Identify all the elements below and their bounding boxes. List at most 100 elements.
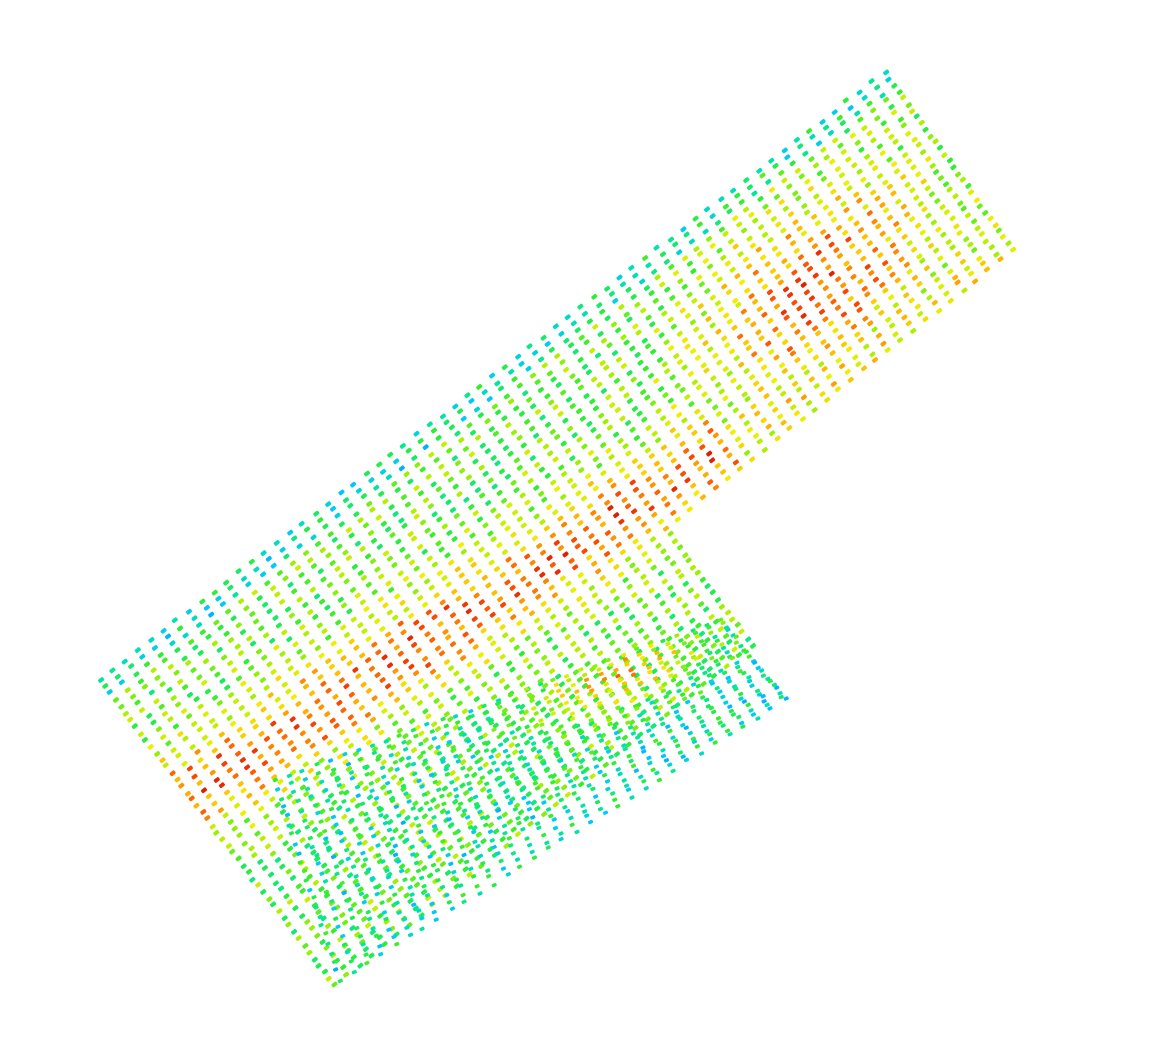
point [296,543,303,550]
point [629,698,635,704]
point [867,320,874,327]
point [480,786,487,793]
point [533,711,539,716]
point [304,786,311,792]
point [638,680,644,686]
point [911,274,919,281]
point [285,921,292,928]
point [338,572,345,579]
point [430,772,438,778]
point [570,320,577,327]
point [376,805,382,811]
point [982,238,989,245]
point [201,734,209,741]
point [599,360,606,366]
point [866,240,874,247]
point [786,346,794,352]
point [457,542,465,548]
point [488,663,495,670]
point [395,538,402,545]
point [249,611,256,617]
point [240,863,247,870]
point [661,361,668,368]
point [384,683,392,690]
point [373,884,379,890]
point [160,627,167,634]
point [466,661,473,668]
point [476,728,482,733]
point [443,659,451,665]
point [590,786,596,792]
point [327,531,334,538]
point [400,680,407,687]
point [612,797,618,802]
point [693,460,700,467]
point [377,806,385,813]
point [365,687,373,694]
point [597,331,604,337]
point [565,580,572,587]
point [418,741,424,747]
point [384,631,392,638]
point [484,781,490,786]
point [517,755,524,761]
point [456,648,463,655]
point [540,600,547,607]
point [330,854,337,860]
point [362,857,369,862]
point [650,767,656,773]
point [789,240,797,247]
point [717,720,723,725]
point [594,799,601,805]
point [496,542,503,549]
point [708,457,716,464]
point [688,691,695,698]
point [429,901,435,907]
point [472,510,479,517]
point [498,742,504,747]
point [607,505,614,511]
point [393,856,401,863]
point [386,827,393,833]
point [329,560,336,566]
point [838,172,846,179]
point [443,470,450,477]
point [342,751,348,757]
point [445,499,452,506]
point [750,403,757,410]
point [238,704,245,711]
point [642,255,649,261]
point [455,805,462,812]
point [211,800,218,807]
point [600,388,608,394]
point [385,875,392,880]
point [315,909,322,915]
point [438,463,445,470]
point [421,884,427,889]
point [744,396,751,403]
point [942,181,950,188]
point [743,449,751,456]
point [439,493,447,500]
point [719,468,727,475]
point [133,671,140,678]
point [434,868,441,873]
point [724,342,731,349]
point [353,874,359,879]
point [440,846,446,852]
point [339,729,346,736]
point [824,233,831,240]
point [631,592,638,598]
point [735,652,743,658]
point [538,681,544,687]
point [916,253,923,260]
point [481,681,488,688]
point [342,866,349,873]
point [223,789,231,796]
point [510,429,518,436]
point [516,516,524,523]
point [844,319,851,326]
point [402,877,408,882]
point [698,639,705,644]
point [474,803,481,810]
